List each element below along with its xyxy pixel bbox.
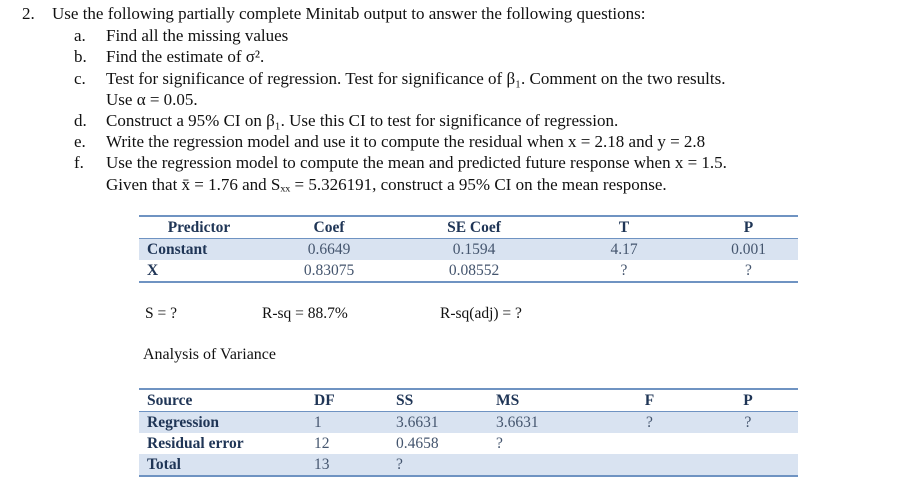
table-cell [698, 433, 798, 454]
part-letter: f. [74, 153, 84, 172]
part-d: d. Construct a 95% CI on β₁. Use this CI … [74, 111, 618, 131]
question-intro: Use the following partially complete Min… [52, 4, 646, 23]
table-cell [496, 454, 601, 476]
part-letter: a. [74, 26, 86, 45]
table-cell: 3.6631 [496, 414, 539, 431]
table-row: Residual error 12 0.4658 ? [139, 433, 798, 454]
part-e: e. Write the regression model and use it … [74, 132, 705, 152]
row-label: Total [147, 456, 181, 473]
header-predictor: Predictor [167, 219, 231, 236]
part-letter: d. [74, 111, 87, 130]
table-cell: 3.6631 [396, 414, 439, 431]
part-c-continuation: Use α = 0.05. [106, 90, 198, 109]
part-text: Construct a 95% CI on β₁. Use this CI to… [106, 111, 619, 130]
part-letter: b. [74, 47, 87, 66]
anova-title: Analysis of Variance [143, 346, 276, 363]
table-row: Total 13 ? [139, 454, 798, 476]
part-letter: c. [74, 69, 86, 88]
header-df: DF [314, 392, 335, 409]
part-text: Write the regression model and use it to… [106, 132, 706, 151]
table-row: Constant 0.6649 0.1594 4.17 0.001 [139, 238, 798, 260]
table-cell: 13 [314, 456, 330, 473]
header-ms: MS [496, 392, 520, 409]
table-cell: 0.001 [731, 241, 766, 258]
part-text: Use the regression model to compute the … [106, 153, 727, 172]
header-se-coef: SE Coef [447, 219, 501, 236]
table-cell: 12 [314, 435, 330, 452]
part-letter: e. [74, 132, 86, 151]
table-cell: 0.08552 [448, 262, 500, 279]
table-cell: ? [396, 456, 403, 473]
header-coef: Coef [313, 219, 345, 236]
table-cell [698, 454, 798, 476]
table-cell [601, 454, 698, 476]
s-value: S = ? [145, 305, 177, 322]
part-f-continuation: Given that x̄ = 1.76 and Sₓₓ = 5.326191,… [106, 175, 667, 194]
anova-table: Source DF SS MS F P Regression 1 3.6631 … [139, 388, 798, 477]
rsq-value: R-sq = 88.7% [262, 305, 348, 322]
table-cell: 0.6649 [307, 241, 351, 258]
table-cell: 0.4658 [396, 435, 439, 452]
row-label: Regression [147, 414, 220, 431]
header-p: P [743, 392, 753, 409]
table-cell: ? [620, 262, 628, 279]
header-source: Source [147, 392, 193, 409]
header-f: F [644, 392, 655, 409]
part-f: f. Use the regression model to compute th… [74, 153, 727, 173]
table-cell: ? [496, 435, 503, 452]
row-label: Constant [147, 241, 208, 258]
header-t: T [618, 219, 630, 236]
part-a: a. Find all the missing values [74, 26, 288, 46]
question-number: 2. [22, 4, 35, 23]
table-cell: 1 [314, 414, 322, 431]
table-row: X 0.83075 0.08552 ? ? [139, 260, 798, 282]
row-label: Residual error [147, 435, 244, 452]
table-header-row: Predictor Coef SE Coef T P [139, 216, 798, 239]
table-cell: ? [745, 262, 752, 279]
table-cell: 0.1594 [452, 241, 496, 258]
table-header-row: Source DF SS MS F P [139, 389, 798, 412]
table-cell: 0.83075 [303, 262, 355, 279]
table-cell [601, 433, 698, 454]
table-cell: ? [646, 414, 653, 431]
part-text: Find all the missing values [106, 26, 289, 45]
part-text: Find the estimate of σ². [106, 47, 265, 66]
row-label: X [147, 262, 159, 279]
table-row: Regression 1 3.6631 3.6631 ? ? [139, 411, 798, 433]
coef-table: Predictor Coef SE Coef T P Constant 0.66… [139, 215, 798, 283]
part-c: c. Test for significance of regression. T… [74, 69, 725, 89]
header-p: P [743, 219, 754, 236]
part-text: Test for significance of regression. Tes… [106, 69, 726, 88]
rsq-adj-value: R-sq(adj) = ? [440, 305, 522, 322]
header-ss: SS [396, 392, 414, 409]
part-b: b. Find the estimate of σ². [74, 47, 264, 67]
table-cell: ? [744, 414, 752, 431]
table-cell: 4.17 [610, 241, 638, 258]
